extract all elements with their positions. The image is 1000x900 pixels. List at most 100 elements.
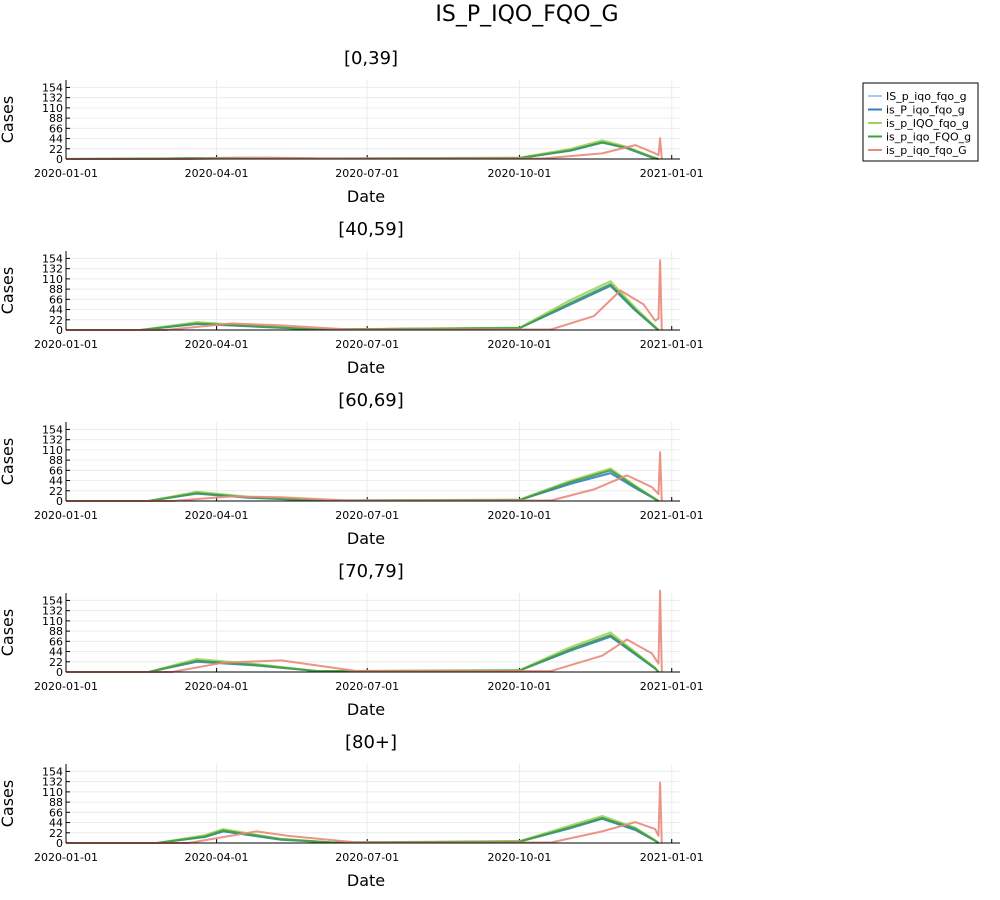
legend-label: IS_p_iqo_fqo_g — [886, 90, 967, 103]
subplot-title: [0,39] — [344, 48, 398, 69]
y-tick-label: 132 — [42, 434, 63, 447]
x-axis-label: Date — [347, 187, 385, 206]
x-tick-label: 2020-10-01 — [487, 509, 551, 522]
y-tick-label: 154 — [42, 594, 63, 607]
subplot-title: [40,59] — [338, 219, 404, 240]
y-tick-label: 154 — [42, 81, 63, 94]
legend: IS_p_iqo_fqo_gis_P_iqo_fqo_gis_p_IQO_fqo… — [862, 82, 979, 162]
legend-label: is_p_IQO_fqo_g — [886, 117, 969, 130]
x-tick-label: 2020-10-01 — [487, 167, 551, 180]
series-line — [66, 137, 663, 160]
y-tick-label: 154 — [42, 423, 63, 436]
y-tick-label: 132 — [42, 605, 63, 618]
x-axis-label: Date — [347, 700, 385, 719]
x-tick-label: 2020-07-01 — [335, 338, 399, 351]
x-tick-label: 2020-07-01 — [335, 167, 399, 180]
y-tick-label: 0 — [56, 324, 63, 337]
y-tick-label: 0 — [56, 837, 63, 850]
y-axis-label: Cases — [0, 438, 17, 486]
subplot-title: [80+] — [345, 732, 397, 753]
y-tick-label: 0 — [56, 153, 63, 166]
x-tick-label: 2020-04-01 — [185, 338, 249, 351]
legend-label: is_P_iqo_fqo_g — [886, 104, 965, 117]
x-tick-label: 2021-01-01 — [640, 167, 704, 180]
y-tick-label: 132 — [42, 263, 63, 276]
y-tick-label: 88 — [49, 283, 63, 296]
y-tick-label: 132 — [42, 776, 63, 789]
y-tick-label: 44 — [49, 646, 63, 659]
legend-label: is_p_iqo_FQO_g — [886, 131, 971, 144]
y-tick-label: 154 — [42, 765, 63, 778]
x-tick-label: 2020-10-01 — [487, 851, 551, 864]
x-tick-label: 2021-01-01 — [640, 338, 704, 351]
x-tick-label: 2020-01-01 — [34, 509, 98, 522]
x-tick-label: 2020-01-01 — [34, 680, 98, 693]
y-tick-label: 66 — [49, 464, 63, 477]
x-tick-label: 2020-01-01 — [34, 167, 98, 180]
y-tick-label: 44 — [49, 475, 63, 488]
y-tick-label: 22 — [49, 827, 63, 840]
series-line — [66, 635, 660, 673]
x-axis-label: Date — [347, 358, 385, 377]
y-tick-label: 66 — [49, 122, 63, 135]
x-tick-label: 2021-01-01 — [640, 509, 704, 522]
x-axis-label: Date — [347, 871, 385, 890]
y-tick-label: 22 — [49, 143, 63, 156]
y-tick-label: 110 — [42, 273, 63, 286]
y-tick-label: 22 — [49, 656, 63, 669]
x-tick-label: 2020-04-01 — [185, 509, 249, 522]
y-tick-label: 110 — [42, 102, 63, 115]
series-line — [66, 781, 663, 844]
y-tick-label: 66 — [49, 806, 63, 819]
legend-box — [862, 82, 979, 162]
x-tick-label: 2021-01-01 — [640, 680, 704, 693]
y-tick-label: 0 — [56, 495, 63, 508]
y-tick-label: 132 — [42, 92, 63, 105]
series-line — [66, 451, 663, 502]
x-tick-label: 2020-07-01 — [335, 509, 399, 522]
y-tick-label: 110 — [42, 444, 63, 457]
x-axis-label: Date — [347, 529, 385, 548]
series-line — [66, 259, 663, 331]
y-tick-label: 88 — [49, 112, 63, 125]
y-tick-label: 22 — [49, 485, 63, 498]
series-line — [66, 589, 663, 673]
legend-label: is_p_iqo_fqo_G — [886, 144, 967, 157]
y-tick-label: 22 — [49, 314, 63, 327]
y-tick-label: 66 — [49, 293, 63, 306]
x-tick-label: 2020-07-01 — [335, 851, 399, 864]
y-tick-label: 66 — [49, 635, 63, 648]
series-line — [66, 472, 659, 502]
y-tick-label: 110 — [42, 786, 63, 799]
series-line — [66, 283, 660, 331]
x-tick-label: 2020-04-01 — [185, 680, 249, 693]
y-axis-label: Cases — [0, 780, 17, 828]
y-tick-label: 88 — [49, 625, 63, 638]
y-axis-label: Cases — [0, 267, 17, 315]
x-tick-label: 2020-10-01 — [487, 338, 551, 351]
x-tick-label: 2020-04-01 — [185, 167, 249, 180]
y-tick-label: 44 — [49, 133, 63, 146]
y-axis-label: Cases — [0, 609, 17, 657]
y-tick-label: 0 — [56, 666, 63, 679]
y-tick-label: 44 — [49, 304, 63, 317]
x-tick-label: 2021-01-01 — [640, 851, 704, 864]
y-tick-label: 110 — [42, 615, 63, 628]
x-tick-label: 2020-07-01 — [335, 680, 399, 693]
x-tick-label: 2020-10-01 — [487, 680, 551, 693]
y-tick-label: 154 — [42, 252, 63, 265]
x-tick-label: 2020-01-01 — [34, 851, 98, 864]
subplot-title: [70,79] — [338, 561, 404, 582]
figure-title: IS_P_IQO_FQO_G — [435, 2, 618, 27]
y-tick-label: 88 — [49, 796, 63, 809]
y-axis-label: Cases — [0, 96, 17, 144]
y-tick-label: 88 — [49, 454, 63, 467]
x-tick-label: 2020-01-01 — [34, 338, 98, 351]
